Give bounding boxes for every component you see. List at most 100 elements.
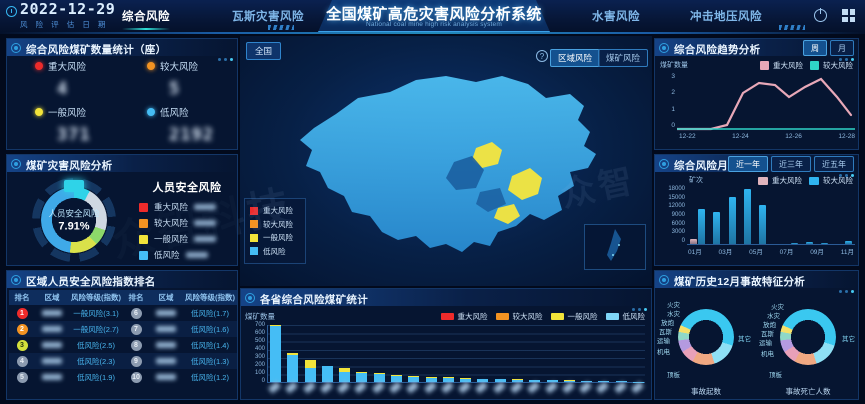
accident-count-chart[interactable]: 火灾 水灾 放炮 瓦斯 运输 机电 顶板 其它 事故起数 bbox=[655, 291, 757, 399]
province-bar[interactable] bbox=[546, 380, 558, 382]
province-bar[interactable] bbox=[529, 379, 541, 382]
ytick: 15000 bbox=[668, 194, 685, 201]
rank-badge-cell: 3 bbox=[9, 337, 35, 353]
province-bar[interactable] bbox=[304, 360, 316, 382]
rank-badge-cell: 6 bbox=[123, 305, 149, 321]
risk-cell: 低风险(1.4) bbox=[191, 340, 229, 350]
ytick: 200 bbox=[254, 362, 265, 368]
china-map[interactable]: 全国 ? 区域风险 煤矿风险 重大风险 较大风险 一般风险 低风险 bbox=[240, 36, 652, 286]
province-label-redacted bbox=[388, 381, 402, 394]
province-bar[interactable] bbox=[477, 378, 489, 382]
power-icon[interactable] bbox=[814, 8, 827, 22]
province-y-axis-label: 煤矿数量 bbox=[245, 312, 275, 321]
panel-province-statistics: 各省综合风险煤矿统计 煤矿数量 重大风险 较大风险 一般风险 低风险 700 6… bbox=[240, 288, 652, 400]
province-label-redacted bbox=[544, 381, 558, 394]
province-bar-segment bbox=[287, 352, 299, 355]
region-redacted bbox=[42, 325, 62, 332]
table-row[interactable]: 2 一般风险(2.7) 7 低风险(1.6) bbox=[9, 321, 237, 337]
month-bar-group-item[interactable] bbox=[728, 197, 736, 244]
trend-toggle-group: 周 月 bbox=[803, 40, 854, 56]
month-bar-group-item[interactable] bbox=[690, 208, 705, 244]
month-bar-group-item[interactable] bbox=[790, 242, 798, 244]
tab-comprehensive-risk[interactable]: 综合风险 bbox=[122, 8, 170, 30]
province-bar-group bbox=[268, 324, 646, 382]
province-bar[interactable] bbox=[339, 367, 351, 382]
accident-death-chart[interactable]: 火灾 水灾 放炮 瓦斯 运输 机电 顶板 其它 事故死亡人数 bbox=[757, 291, 859, 399]
legend-label-larger: 较大风险 bbox=[512, 312, 543, 321]
map-button-region-risk[interactable]: 区域风险 bbox=[549, 49, 600, 67]
month-button-5y[interactable]: 近五年 bbox=[814, 156, 854, 172]
trend-button-month[interactable]: 月 bbox=[830, 40, 854, 56]
legend-swatch-low bbox=[605, 313, 619, 320]
table-row[interactable]: 1 一般风险(3.1) 6 低风险(1.7) bbox=[9, 305, 237, 321]
legend-label-major: 重大风险 bbox=[772, 176, 802, 185]
province-bar-segment bbox=[339, 367, 351, 373]
province-bar-segment bbox=[563, 380, 575, 382]
month-bar-group-item[interactable] bbox=[759, 204, 767, 244]
month-bar-group-item[interactable] bbox=[821, 243, 829, 244]
tab-gas-hazard-risk[interactable]: 瓦斯灾害风险 bbox=[232, 11, 304, 23]
province-bar[interactable] bbox=[270, 324, 281, 382]
province-bar-segment bbox=[442, 378, 454, 382]
province-bar[interactable] bbox=[356, 371, 368, 382]
province-bar[interactable] bbox=[287, 352, 299, 382]
donut-highlight-cap bbox=[64, 180, 84, 192]
personnel-safety-donut[interactable]: 人员安全风险 7.91% bbox=[15, 177, 133, 263]
month-bar-group-item[interactable] bbox=[806, 241, 814, 244]
grid-icon[interactable] bbox=[842, 9, 855, 22]
accident-death-caption: 事故死亡人数 bbox=[785, 387, 831, 396]
province-bar[interactable] bbox=[408, 376, 420, 382]
province-label-redacted bbox=[371, 381, 385, 394]
month-bar bbox=[759, 204, 767, 244]
assessment-date-label: 风 险 评 估 日 期 bbox=[20, 20, 109, 29]
ranking-table: 排名 区域 风险等级(指数) 排名 区域 风险等级(指数) 1 一般风险(3.1… bbox=[9, 290, 237, 385]
province-bar[interactable] bbox=[511, 379, 523, 382]
month-button-1y[interactable]: 近一年 bbox=[728, 156, 768, 172]
table-row[interactable]: 4 低风险(2.3) 9 低风险(1.3) bbox=[9, 353, 237, 369]
rank-badge: 7 bbox=[130, 323, 142, 335]
map-breadcrumb[interactable]: 全国 bbox=[246, 42, 282, 60]
tab-rockburst-risk[interactable]: 冲击地压风险 bbox=[690, 11, 762, 23]
province-bar[interactable] bbox=[425, 377, 437, 382]
trend-x-labels: 12-22 12-24 12-26 12-28 bbox=[679, 133, 855, 140]
province-bar[interactable] bbox=[494, 379, 506, 382]
province-bar[interactable] bbox=[460, 378, 472, 382]
col-risk-right: 风险等级(指数) bbox=[183, 290, 237, 305]
legend-label-larger: 较大风险 bbox=[823, 61, 853, 70]
legend-item-major: 重大风险 bbox=[758, 175, 802, 186]
province-bar[interactable] bbox=[563, 380, 575, 382]
donut-value: 7.91% bbox=[58, 220, 90, 233]
legend-item-general: 一般风险 bbox=[550, 311, 598, 322]
legend-label-larger: 较大风险 bbox=[823, 176, 853, 185]
count-label-low: 低风险 bbox=[160, 108, 189, 119]
province-bar[interactable] bbox=[321, 365, 333, 382]
acc-label-roof: 顶板 bbox=[667, 372, 680, 379]
province-label-redacted bbox=[319, 381, 333, 394]
trend-button-week[interactable]: 周 bbox=[803, 40, 827, 56]
map-legend: 重大风险 较大风险 一般风险 低风险 bbox=[244, 197, 306, 264]
month-button-3y[interactable]: 近三年 bbox=[771, 156, 811, 172]
tab-water-hazard-risk[interactable]: 水害风险 bbox=[592, 11, 640, 23]
region-cell bbox=[35, 369, 69, 385]
question-icon[interactable]: ? bbox=[536, 50, 548, 62]
month-bar-group-item[interactable] bbox=[844, 241, 852, 244]
count-cell-major: 重大风险 4 bbox=[35, 59, 151, 104]
province-legend: 重大风险 较大风险 一般风险 低风险 bbox=[440, 311, 645, 322]
table-row[interactable]: 5 低风险(1.9) 10 低风险(1.2) bbox=[9, 369, 237, 385]
map-button-mine-risk[interactable]: 煤矿风险 bbox=[597, 49, 648, 67]
month-bar-group-item[interactable] bbox=[743, 189, 751, 244]
legend-label-major: 重大风险 bbox=[773, 61, 803, 70]
province-bar[interactable] bbox=[373, 372, 385, 382]
rank-badge-cell: 8 bbox=[123, 337, 149, 353]
xtick: 03月 bbox=[718, 249, 733, 256]
risk-cell: 低风险(1.2) bbox=[191, 372, 229, 382]
province-bar[interactable] bbox=[390, 375, 402, 382]
col-region-right: 区域 bbox=[149, 290, 183, 305]
table-row[interactable]: 3 低风险(2.5) 8 低风险(1.4) bbox=[9, 337, 237, 353]
donut-label: 人员安全风险 bbox=[48, 208, 100, 219]
province-bar[interactable] bbox=[442, 377, 454, 382]
map-svg bbox=[300, 76, 596, 252]
month-bar-group-item[interactable] bbox=[713, 212, 721, 244]
rank-badge-cell: 9 bbox=[123, 353, 149, 369]
rank-badge-cell: 7 bbox=[123, 321, 149, 337]
